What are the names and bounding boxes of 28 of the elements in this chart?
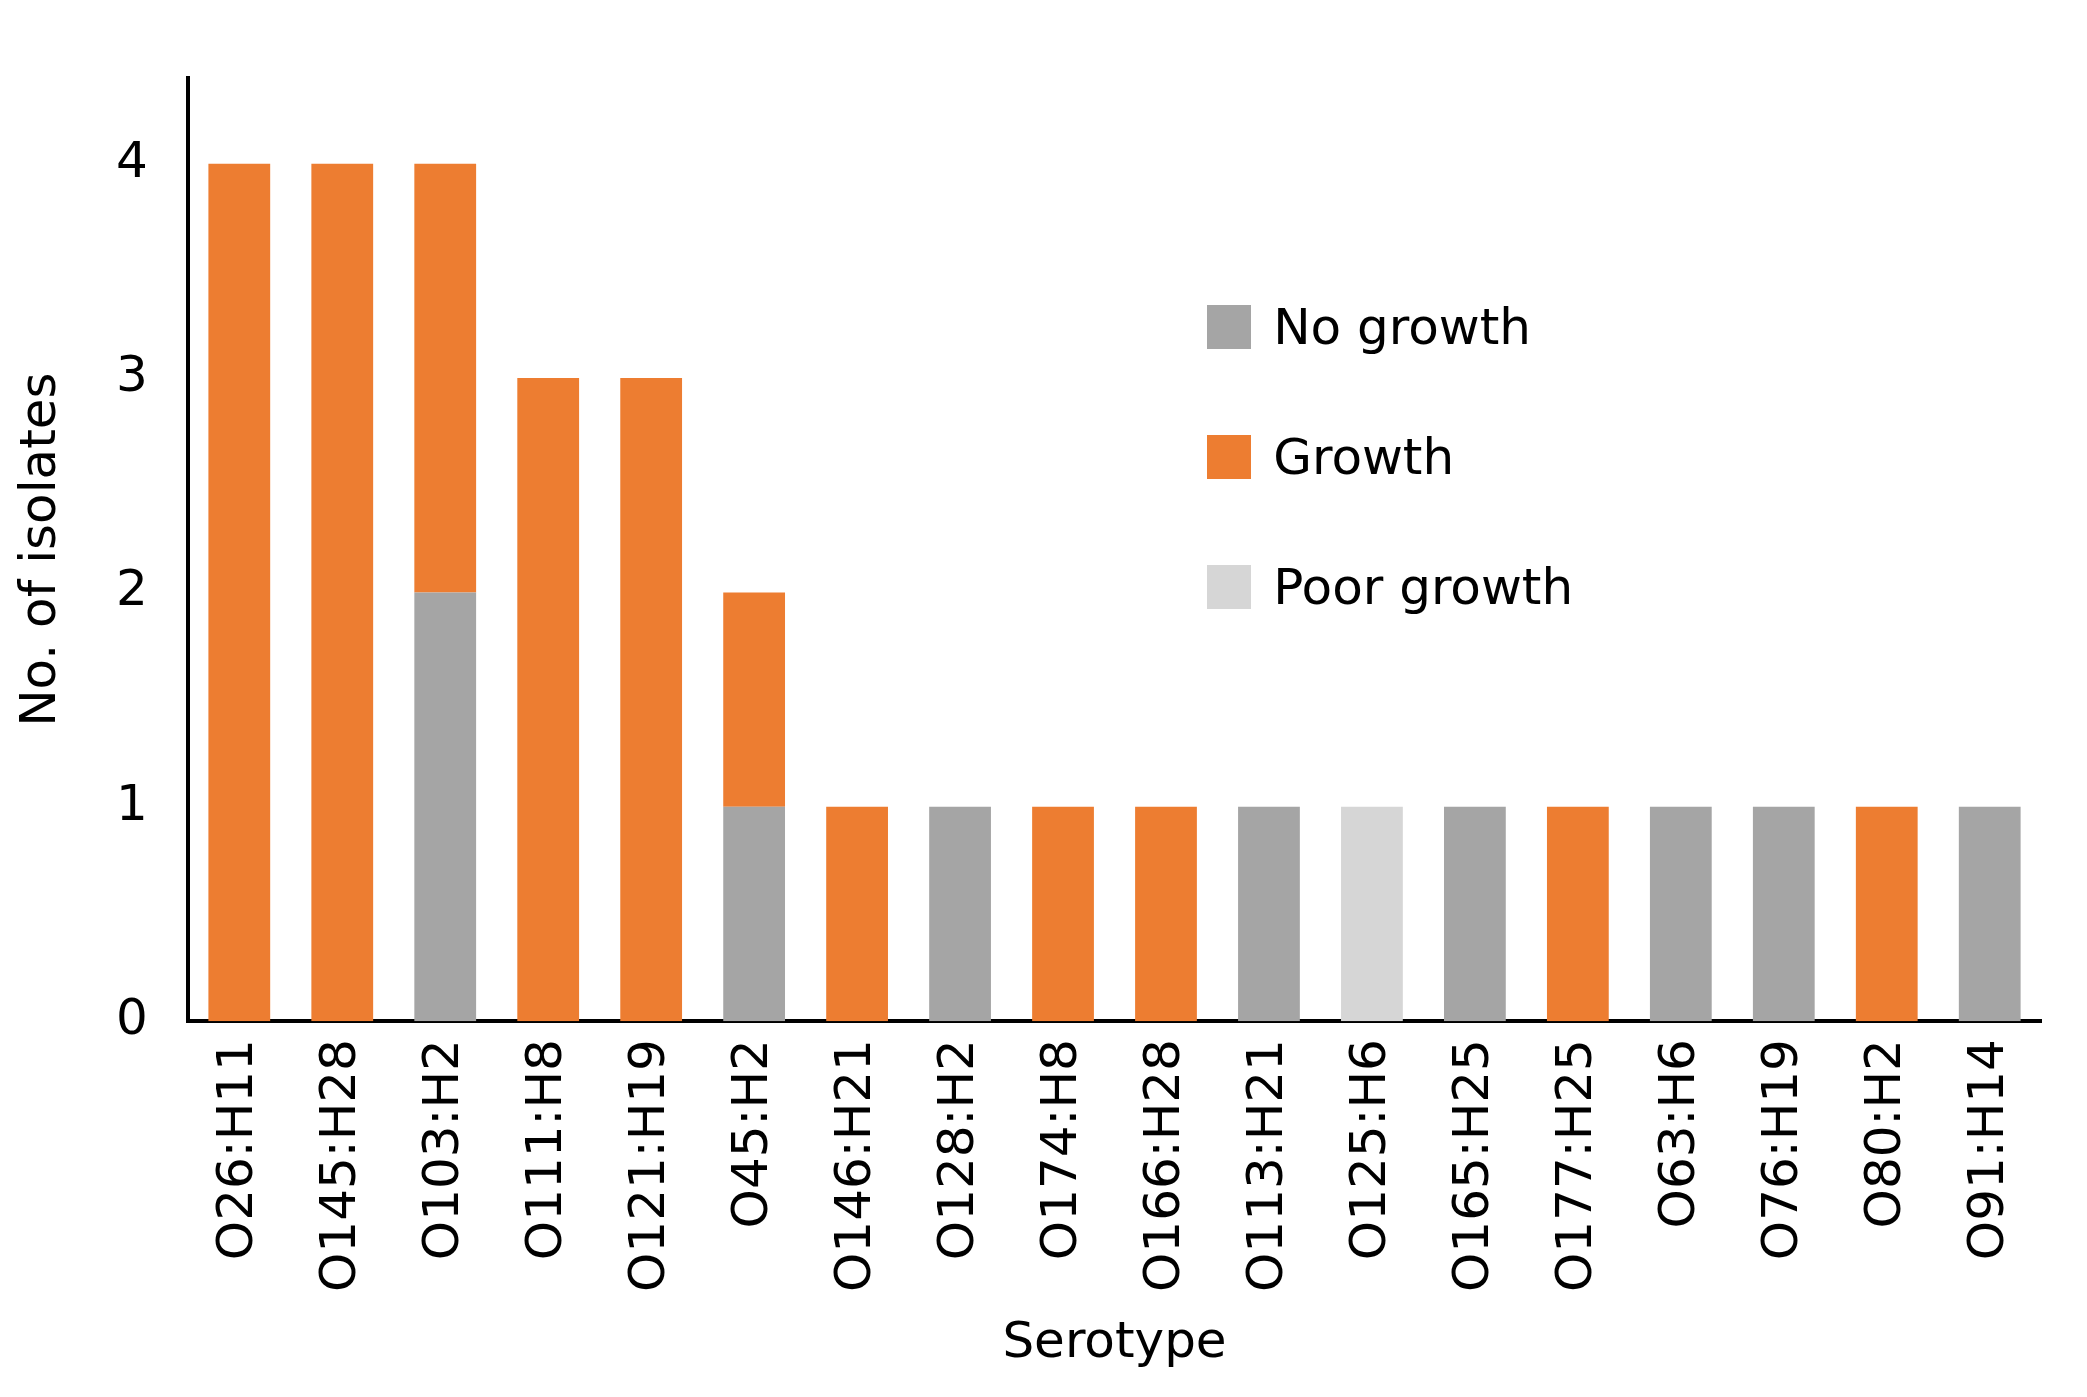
legend-label: Growth xyxy=(1273,428,1455,486)
x-tick-label: O174:H8 xyxy=(1030,1039,1089,1261)
x-tick-label: O26:H11 xyxy=(206,1039,265,1261)
y-tick-label: 3 xyxy=(116,345,148,404)
x-tick-label: O45:H2 xyxy=(721,1039,780,1229)
legend-label: Poor growth xyxy=(1273,558,1574,616)
x-tick-label: O103:H2 xyxy=(412,1039,471,1261)
y-tick-label: 4 xyxy=(116,130,148,189)
x-tick-label: O111:H8 xyxy=(515,1039,574,1261)
x-tick-label: O63:H6 xyxy=(1647,1039,1706,1229)
x-tick-label: O165:H25 xyxy=(1441,1039,1500,1292)
y-tick-label: 1 xyxy=(116,773,148,832)
x-axis-title: Serotype xyxy=(1002,1310,1227,1369)
x-tick-label: O80:H2 xyxy=(1853,1039,1912,1229)
x-tick-label: O166:H28 xyxy=(1132,1039,1191,1292)
x-tick-label: O121:H19 xyxy=(618,1039,677,1292)
legend-label: No growth xyxy=(1273,298,1532,356)
x-tick-label: O76:H19 xyxy=(1750,1039,1809,1261)
x-tick-label: O113:H21 xyxy=(1235,1039,1294,1292)
y-tick-label: 0 xyxy=(116,988,148,1047)
x-tick-label: O125:H6 xyxy=(1338,1039,1397,1261)
y-tick-label: 2 xyxy=(116,559,148,618)
x-tick-label: O146:H21 xyxy=(824,1039,883,1292)
x-tick-label: O177:H25 xyxy=(1544,1039,1603,1292)
x-tick-label: O128:H2 xyxy=(927,1039,986,1261)
x-tick-label: O91:H14 xyxy=(1956,1039,2015,1261)
x-tick-label: O145:H28 xyxy=(309,1039,368,1292)
y-axis-title: No. of isolates xyxy=(8,372,67,727)
